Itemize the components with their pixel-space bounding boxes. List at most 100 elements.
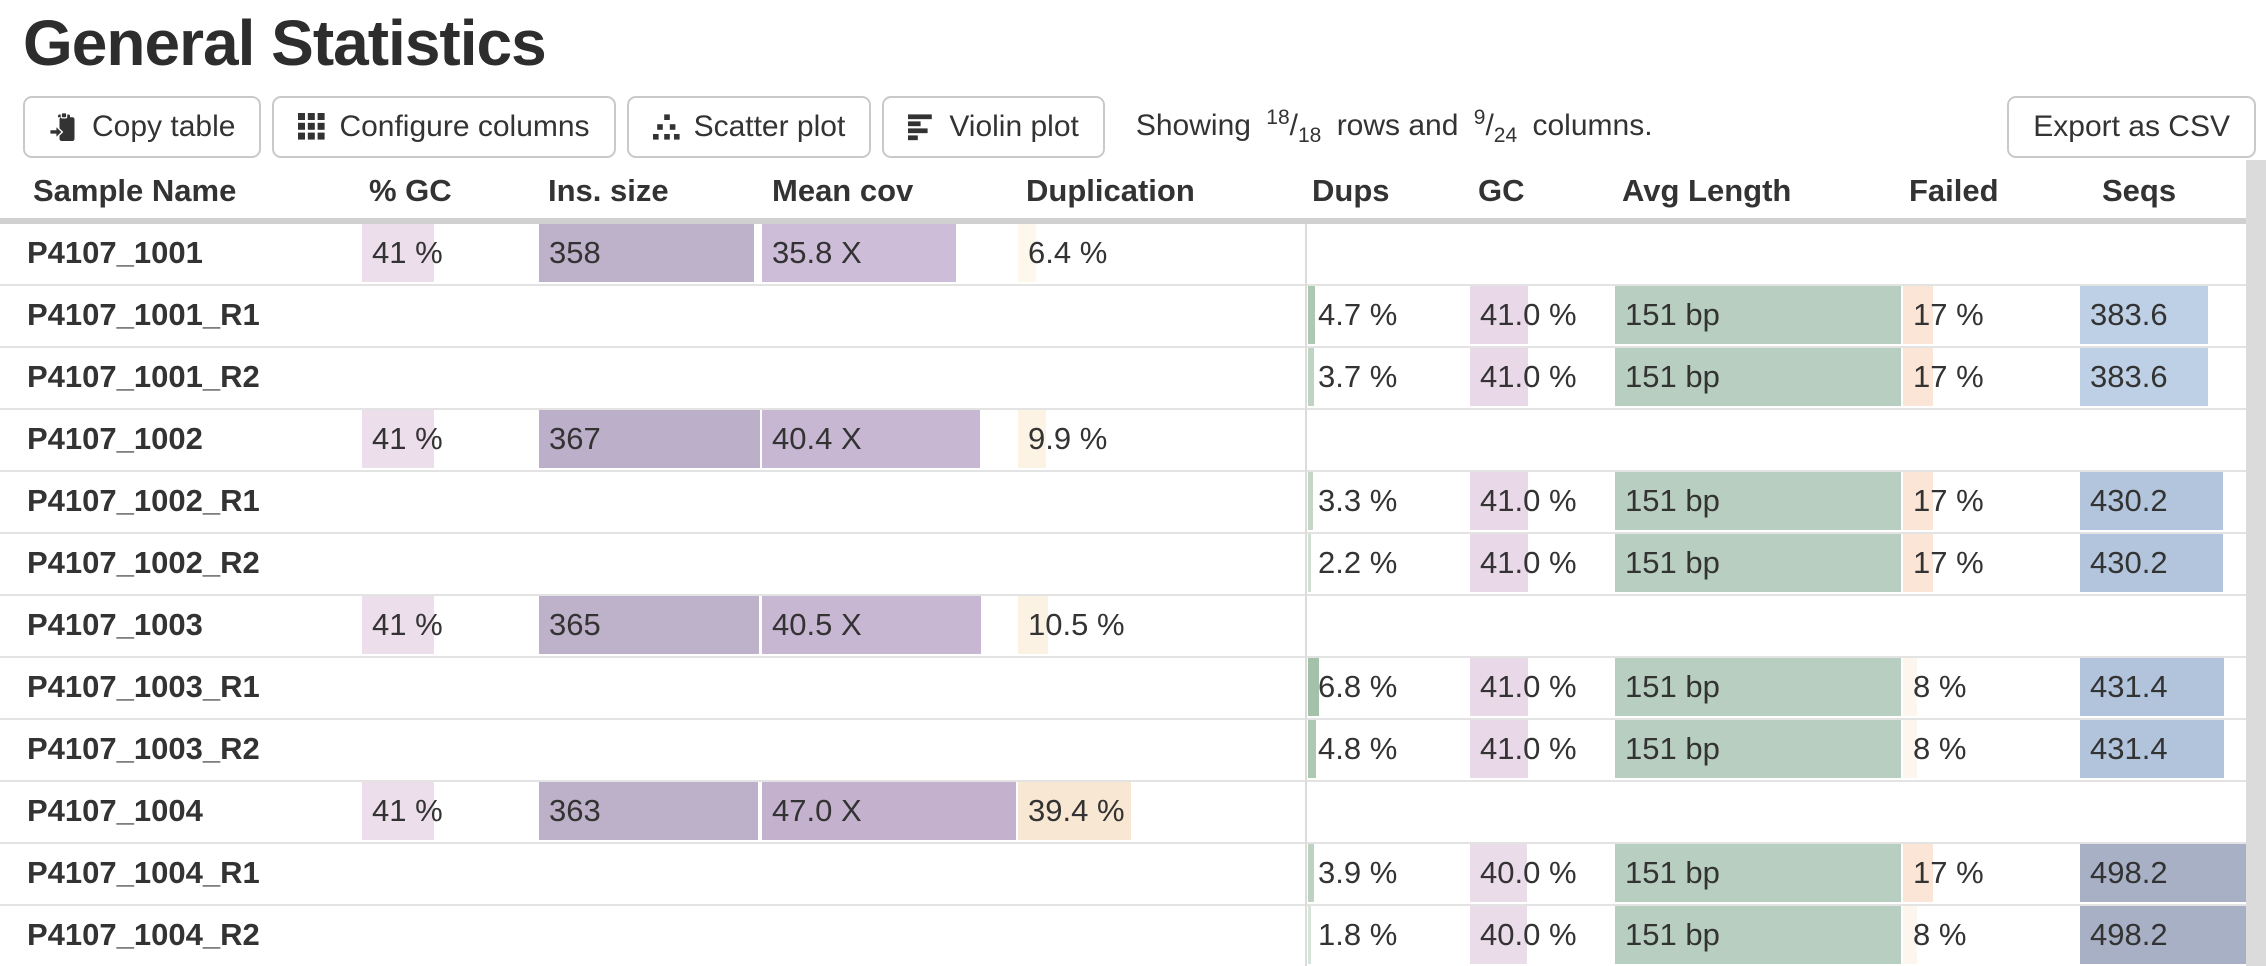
column-header-len[interactable]: Avg Length: [1622, 173, 1792, 208]
cell-value: 151 bp: [1625, 855, 1720, 890]
cell-cov: 40.4 X: [762, 410, 1016, 468]
cell-gc2: 40.0 %: [1470, 844, 1612, 902]
cell-value: 41 %: [372, 793, 443, 828]
cell-value: 151 bp: [1625, 297, 1720, 332]
table-row: P4107_1004 41 % 363 47.0 X 39.4 %: [0, 782, 2246, 844]
data-bar-seqs: [2080, 720, 2224, 778]
violin-plot-button[interactable]: Violin plot: [882, 96, 1105, 158]
cell-dups: 3.7 %: [1308, 348, 1467, 406]
copy-table-button[interactable]: Copy table: [23, 96, 262, 158]
data-bar-len: [1615, 534, 1901, 592]
cell-value: 431.4: [2090, 731, 2168, 766]
clipboard-icon: [49, 111, 79, 143]
table-row: P4107_1004_R1 3.9 % 40.0 % 151 bp 17 % 498.2: [0, 844, 2246, 906]
cell-seqs: 431.4: [2080, 658, 2246, 716]
showing-summary: Showing 18/18 rows and 9/24 columns.: [1135, 106, 1653, 147]
cell-seqs: 383.6: [2080, 348, 2246, 406]
sample-name: P4107_1004_R1: [27, 855, 260, 890]
column-header-dups[interactable]: Dups: [1312, 173, 1390, 208]
column-group-divider: [1305, 224, 1307, 966]
cell-value: 41.0 %: [1480, 483, 1577, 518]
cell-value: 3.7 %: [1318, 359, 1398, 394]
cell-value: 6.8 %: [1318, 669, 1398, 704]
table-row: P4107_1003 41 % 365 40.5 X 10.5 %: [0, 596, 2246, 658]
cell-dups: 2.2 %: [1308, 534, 1467, 592]
cell-value: 430.2: [2090, 483, 2168, 518]
vertical-scrollbar[interactable]: [2246, 160, 2266, 966]
data-bar-gc2: [1470, 720, 1529, 778]
cell-cov: 47.0 X: [762, 782, 1016, 840]
cell-cov: 35.8 X: [762, 224, 1016, 282]
data-bar-dups: [1308, 286, 1316, 344]
column-header-gc2[interactable]: GC: [1478, 173, 1525, 208]
cell-value: 41 %: [372, 421, 443, 456]
column-header-dup[interactable]: Duplication: [1026, 173, 1195, 208]
data-bar-seqs: [2080, 348, 2208, 406]
data-bar-gc2: [1470, 906, 1527, 964]
data-bar-gc: [362, 224, 434, 282]
cell-value: 151 bp: [1625, 669, 1720, 704]
column-header-failed[interactable]: Failed: [1909, 173, 1999, 208]
data-bar-seqs: [2080, 906, 2246, 964]
toolbar: Copy table Configure columns: [23, 96, 2256, 158]
data-bar-gc: [362, 596, 434, 654]
table-row: P4107_1002 41 % 367 40.4 X 9.9 %: [0, 410, 2246, 472]
cell-value: 8 %: [1913, 731, 1967, 766]
data-bar-cov: [762, 596, 981, 654]
data-bar-len: [1615, 286, 1901, 344]
column-header-gc[interactable]: % GC: [369, 173, 452, 208]
cell-gc2: 41.0 %: [1470, 286, 1612, 344]
cell-value: 41 %: [372, 235, 443, 270]
cell-len: 151 bp: [1615, 472, 1901, 530]
cell-dup: 39.4 %: [1018, 782, 1305, 840]
data-bar-gc2: [1470, 658, 1529, 716]
sample-name: P4107_1002: [27, 421, 203, 456]
data-bar-ins: [539, 782, 758, 840]
export-csv-button[interactable]: Export as CSV: [2007, 96, 2256, 158]
sample-name: P4107_1001_R2: [27, 359, 260, 394]
grid-icon: [298, 113, 326, 141]
data-bar-gc: [362, 782, 434, 840]
cell-len: 151 bp: [1615, 658, 1901, 716]
cell-seqs: 430.2: [2080, 534, 2246, 592]
table-row: P4107_1003_R2 4.8 % 41.0 % 151 bp 8 % 431.4: [0, 720, 2246, 782]
cell-gc2: 41.0 %: [1470, 472, 1612, 530]
sample-name: P4107_1003: [27, 607, 203, 642]
cell-value: 151 bp: [1625, 359, 1720, 394]
data-bar-dup: [1018, 224, 1037, 282]
cell-value: 1.8 %: [1318, 917, 1398, 952]
cell-failed: 8 %: [1903, 720, 2077, 778]
column-header-seqs[interactable]: Seqs: [2102, 173, 2177, 208]
data-bar-gc: [362, 410, 434, 468]
data-bar-len: [1615, 658, 1901, 716]
cell-len: 151 bp: [1615, 534, 1901, 592]
cell-value: 9.9 %: [1028, 421, 1108, 456]
cell-value: 4.7 %: [1318, 297, 1398, 332]
data-bar-ins: [539, 410, 760, 468]
column-header-cov[interactable]: Mean cov: [772, 173, 914, 208]
table-row: P4107_1002_R2 2.2 % 41.0 % 151 bp 17 % 430.2: [0, 534, 2246, 596]
data-bar-cov: [762, 782, 1016, 840]
table-body: P4107_1001 41 % 358 35.8 X 6.4 % P4107_1001_R…: [0, 224, 2246, 966]
scatter-plot-button[interactable]: Scatter plot: [626, 96, 872, 158]
column-header-sample[interactable]: Sample Name: [33, 173, 237, 208]
cell-dups: 3.3 %: [1308, 472, 1467, 530]
cell-value: 151 bp: [1625, 483, 1720, 518]
data-bar-ins: [539, 596, 759, 654]
data-bar-len: [1615, 348, 1901, 406]
data-bar-seqs: [2080, 658, 2224, 716]
cell-value: 41.0 %: [1480, 359, 1577, 394]
cell-dups: 4.7 %: [1308, 286, 1467, 344]
sample-name: P4107_1004: [27, 793, 203, 828]
data-bar-gc2: [1470, 534, 1529, 592]
cell-dups: 4.8 %: [1308, 720, 1467, 778]
rows-total: 18: [1297, 124, 1322, 147]
cell-ins: 358: [539, 224, 760, 282]
column-header-ins[interactable]: Ins. size: [548, 173, 669, 208]
configure-columns-button[interactable]: Configure columns: [272, 96, 616, 158]
cell-seqs: 431.4: [2080, 720, 2246, 778]
data-bar-failed: [1903, 348, 1933, 406]
data-bar-failed: [1903, 534, 1933, 592]
cell-failed: 8 %: [1903, 906, 2077, 964]
table-row: P4107_1003_R1 6.8 % 41.0 % 151 bp 8 % 431.4: [0, 658, 2246, 720]
